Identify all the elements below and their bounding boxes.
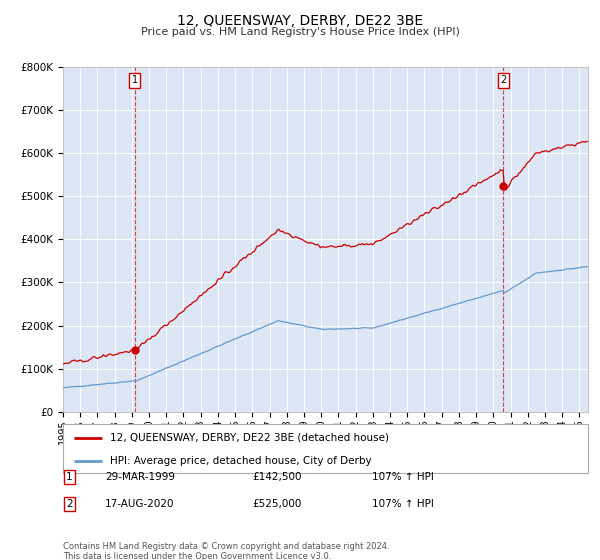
Text: 2: 2 [66,499,73,509]
Text: £525,000: £525,000 [252,499,301,509]
Text: 2: 2 [500,75,506,85]
Text: 1: 1 [132,75,138,85]
Text: 107% ↑ HPI: 107% ↑ HPI [372,499,434,509]
Text: £142,500: £142,500 [252,472,302,482]
Text: Contains HM Land Registry data © Crown copyright and database right 2024.
This d: Contains HM Land Registry data © Crown c… [63,542,389,560]
Text: HPI: Average price, detached house, City of Derby: HPI: Average price, detached house, City… [110,456,372,466]
Text: 107% ↑ HPI: 107% ↑ HPI [372,472,434,482]
Text: 17-AUG-2020: 17-AUG-2020 [105,499,175,509]
Text: 1: 1 [66,472,73,482]
Text: 29-MAR-1999: 29-MAR-1999 [105,472,175,482]
Text: 12, QUEENSWAY, DERBY, DE22 3BE: 12, QUEENSWAY, DERBY, DE22 3BE [177,14,423,28]
FancyBboxPatch shape [63,424,588,473]
Text: 12, QUEENSWAY, DERBY, DE22 3BE (detached house): 12, QUEENSWAY, DERBY, DE22 3BE (detached… [110,433,389,443]
Text: Price paid vs. HM Land Registry's House Price Index (HPI): Price paid vs. HM Land Registry's House … [140,27,460,37]
